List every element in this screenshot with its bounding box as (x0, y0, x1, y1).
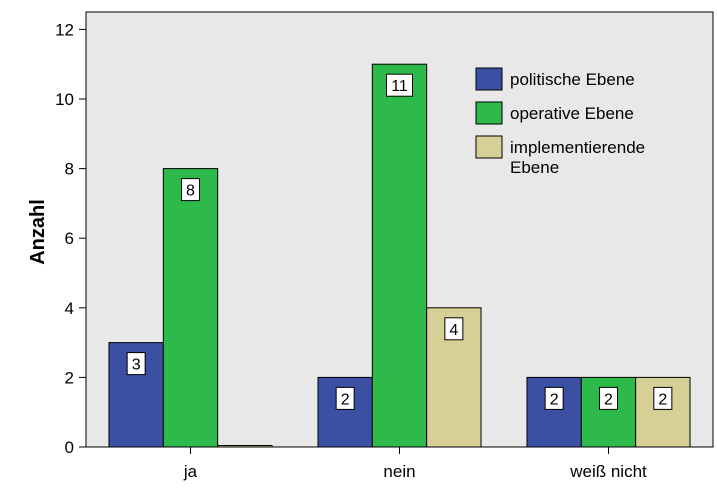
bar (371, 63, 428, 448)
data-label: 2 (550, 391, 559, 408)
data-label-box (386, 73, 413, 97)
y-tick-label: 12 (55, 20, 74, 39)
y-tick-label: 10 (55, 90, 74, 109)
y-tick-label: 8 (65, 160, 74, 179)
legend-swatch (475, 67, 503, 91)
x-tick-label: weiß nicht (569, 462, 647, 481)
legend-label: operative Ebene (510, 104, 634, 123)
data-label-box (653, 386, 673, 410)
bar (317, 376, 373, 448)
y-tick-label: 4 (65, 299, 74, 318)
data-label: 2 (604, 391, 613, 408)
x-tick-label: nein (383, 462, 415, 481)
data-label: 4 (449, 322, 458, 339)
x-tick-label: ja (183, 462, 198, 481)
data-label: 11 (391, 78, 408, 95)
legend-swatch (475, 101, 503, 125)
y-tick-label: 0 (65, 438, 74, 457)
data-label-box (126, 352, 146, 376)
data-label: 8 (186, 183, 195, 200)
bar (162, 168, 219, 448)
legend: politische Ebene operative Ebene implement… (475, 67, 645, 177)
data-label-box (444, 317, 464, 341)
y-tick-label: 6 (65, 229, 74, 248)
legend-label: implementierende (510, 138, 645, 157)
legend-label: Ebene (510, 158, 559, 177)
x-axis: ja nein weiß nicht (183, 447, 647, 481)
y-tick-label: 2 (65, 368, 74, 387)
data-label: 3 (132, 357, 141, 374)
y-axis: 0 2 4 6 8 10 12 (55, 20, 86, 457)
bar (217, 445, 273, 448)
data-label: 2 (658, 391, 667, 408)
data-label-box (599, 386, 618, 410)
legend-label: politische Ebene (510, 70, 635, 89)
data-labels: 3 8 2 11 4 2 2 2 (126, 73, 673, 410)
data-label-box (335, 386, 355, 410)
data-label-box (544, 386, 564, 410)
data-label: 2 (341, 391, 350, 408)
y-axis-title: Anzahl (27, 199, 49, 265)
legend-swatch (475, 135, 503, 159)
data-label-box (181, 178, 200, 202)
